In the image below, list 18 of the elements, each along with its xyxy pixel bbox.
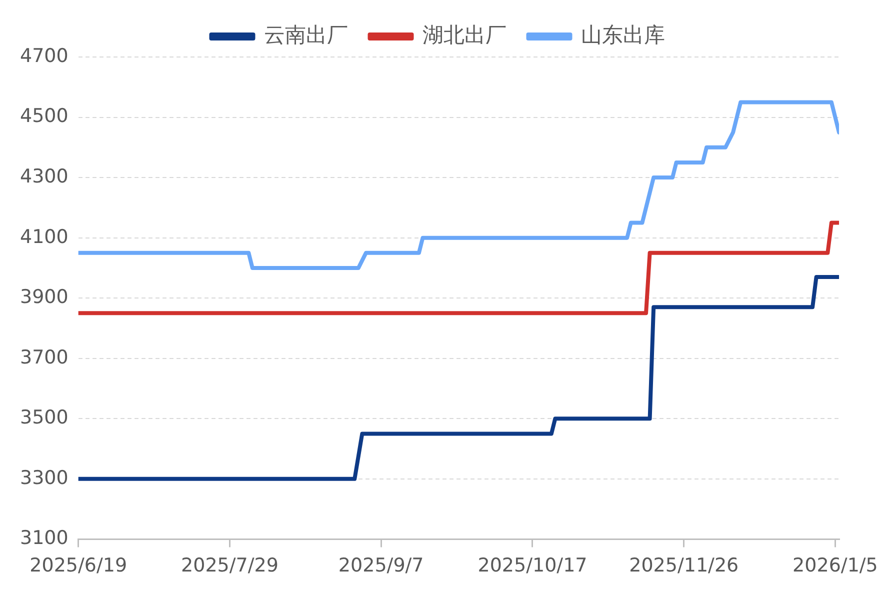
y-tick-label: 4700 — [20, 44, 68, 67]
y-tick-label: 4500 — [20, 105, 68, 128]
x-tick-label: 2025/9/7 — [338, 554, 424, 577]
x-tick-label: 2026/1/5 — [792, 554, 878, 577]
y-tick-label: 3100 — [20, 527, 68, 550]
y-tick-label: 3700 — [20, 346, 68, 368]
legend-label: 湖北出厂 — [422, 22, 506, 47]
legend-label: 山东出库 — [580, 22, 665, 47]
x-tick-label: 2025/6/19 — [30, 554, 128, 577]
x-tick-label: 2025/10/17 — [478, 554, 588, 577]
x-tick-label: 2025/7/29 — [181, 554, 278, 577]
y-tick-label: 3300 — [20, 466, 68, 489]
y-tick-label: 4300 — [20, 165, 68, 188]
x-tick-label: 2025/11/26 — [629, 554, 739, 577]
y-tick-label: 4100 — [20, 226, 68, 248]
y-tick-label: 3500 — [20, 406, 68, 429]
y-tick-label: 3900 — [20, 286, 68, 308]
legend-label: 云南出厂 — [264, 22, 348, 47]
